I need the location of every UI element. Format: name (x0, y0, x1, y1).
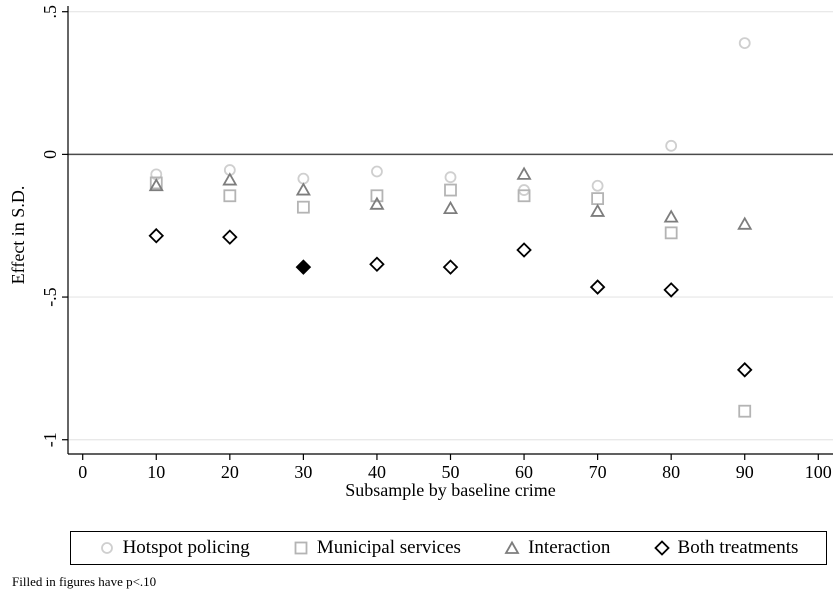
point-both-treatments-8 (736, 362, 753, 378)
point-both-treatments-1 (222, 229, 238, 245)
legend-label-interaction: Interaction (528, 537, 611, 558)
x-tick-label-0: 0 (78, 462, 87, 482)
point-municipal-services-1 (223, 189, 237, 203)
x-tick-label-1: 10 (147, 462, 165, 482)
legend-label-hotspot-policing: Hotspot policing (122, 537, 250, 558)
point-interaction-7 (663, 209, 679, 223)
point-interaction-4 (442, 200, 459, 214)
point-municipal-services-8 (738, 404, 752, 418)
point-both-treatments-7 (663, 282, 679, 298)
legend-item-interaction: Interaction (504, 537, 610, 559)
point-interaction-3 (369, 196, 385, 210)
x-tick-label-8: 80 (662, 462, 680, 482)
x-axis-title: Subsample by baseline crime (345, 480, 555, 500)
y-axis-title: Effect in S.D. (8, 186, 28, 285)
circle-marker-icon (100, 542, 113, 554)
point-municipal-services-6 (591, 192, 605, 206)
y-tick-label-2: -.5 (40, 287, 60, 307)
y-tick-label-3: -1 (40, 432, 60, 447)
legend-item-both-treatments: Both treatments (653, 537, 799, 559)
point-interaction-5 (516, 166, 532, 180)
point-both-treatments-4 (442, 259, 459, 275)
x-tick-label-2: 20 (221, 462, 239, 482)
point-hotspot-policing-7 (665, 139, 678, 152)
point-hotspot-policing-8 (738, 37, 751, 49)
legend-label-municipal-services: Municipal services (316, 537, 461, 558)
x-tick-label-10: 100 (805, 462, 832, 482)
point-interaction-8 (737, 216, 753, 230)
x-tick-label-5: 50 (442, 462, 460, 482)
point-hotspot-policing-3 (371, 165, 383, 178)
y-tick-label-1: 0 (40, 150, 60, 159)
point-municipal-services-2 (296, 200, 310, 214)
point-both-treatments-5 (516, 242, 532, 258)
x-tick-label-7: 70 (589, 462, 607, 482)
point-hotspot-policing-4 (444, 171, 457, 184)
point-both-treatments-6 (589, 279, 606, 295)
point-municipal-services-4 (444, 183, 457, 197)
point-both-treatments-2 (295, 259, 312, 275)
point-hotspot-policing-2 (297, 172, 310, 185)
point-interaction-6 (590, 203, 606, 217)
x-tick-label-9: 90 (736, 462, 754, 482)
point-hotspot-policing-6 (591, 179, 604, 192)
triangle-marker-icon (504, 540, 520, 554)
point-municipal-services-0 (149, 176, 163, 190)
legend-label-both-treatments: Both treatments (677, 537, 799, 558)
legend-item-hotspot-policing: Hotspot policing (99, 537, 250, 559)
point-municipal-services-5 (517, 189, 531, 203)
x-tick-label-3: 30 (294, 462, 312, 482)
square-marker-icon (294, 541, 308, 555)
y-tick-label-0: .5 (40, 5, 60, 19)
point-interaction-1 (222, 172, 238, 186)
point-municipal-services-3 (370, 189, 384, 203)
point-both-treatments-3 (369, 256, 385, 273)
legend-item-municipal-services: Municipal services (293, 537, 461, 559)
legend: Hotspot policing Municipal services Inte… (70, 531, 827, 565)
x-tick-label-4: 40 (368, 462, 386, 482)
point-municipal-services-7 (664, 226, 678, 240)
footnote: Filled in figures have p<.10 (12, 574, 157, 589)
point-interaction-2 (295, 182, 311, 196)
diamond-marker-icon (653, 540, 670, 556)
point-both-treatments-0 (148, 227, 165, 244)
point-interaction-0 (148, 177, 164, 192)
x-tick-label-6: 60 (515, 462, 533, 482)
